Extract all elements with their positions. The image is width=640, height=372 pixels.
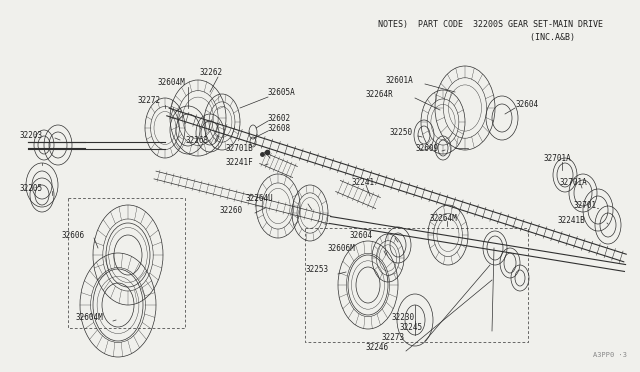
Text: 32601A: 32601A (385, 76, 413, 84)
Text: 32701: 32701 (573, 201, 596, 209)
Text: 32205: 32205 (20, 183, 43, 192)
Text: 32609: 32609 (415, 144, 438, 153)
Text: 32253: 32253 (305, 266, 328, 275)
Text: 32604: 32604 (515, 99, 538, 109)
Text: 32605A: 32605A (268, 87, 296, 96)
Text: 32260: 32260 (220, 205, 243, 215)
Text: 32701B: 32701B (226, 144, 253, 153)
Text: NOTES)  PART CODE  32200S GEAR SET-MAIN DRIVE: NOTES) PART CODE 32200S GEAR SET-MAIN DR… (378, 20, 602, 29)
Text: 32264M: 32264M (430, 214, 458, 222)
Text: 32241B: 32241B (558, 215, 586, 224)
Text: 32203: 32203 (20, 131, 43, 140)
Text: 32241F: 32241F (225, 157, 253, 167)
Text: 32264R: 32264R (365, 90, 393, 99)
Text: 32262: 32262 (200, 67, 223, 77)
Text: 32604M: 32604M (158, 77, 186, 87)
Text: 32246: 32246 (366, 343, 389, 353)
Text: 32264U: 32264U (245, 193, 273, 202)
Text: 32245: 32245 (400, 324, 423, 333)
Text: 32272: 32272 (138, 96, 161, 105)
Text: 32604: 32604 (350, 231, 373, 240)
Text: 32606M: 32606M (327, 244, 355, 253)
Text: 32701A: 32701A (543, 154, 571, 163)
Text: 32273: 32273 (382, 334, 405, 343)
Text: 32606: 32606 (62, 231, 85, 240)
Text: 32701A: 32701A (560, 177, 588, 186)
Text: 32250: 32250 (390, 128, 413, 137)
Text: 32604M: 32604M (75, 314, 103, 323)
Text: 32241: 32241 (352, 177, 375, 186)
Text: (INC.A&B): (INC.A&B) (405, 33, 575, 42)
Text: 32602: 32602 (268, 113, 291, 122)
Text: 32608: 32608 (268, 124, 291, 132)
Text: 32230: 32230 (392, 314, 415, 323)
Text: A3PP0 ·3: A3PP0 ·3 (593, 352, 627, 358)
Text: 32263: 32263 (185, 135, 208, 144)
